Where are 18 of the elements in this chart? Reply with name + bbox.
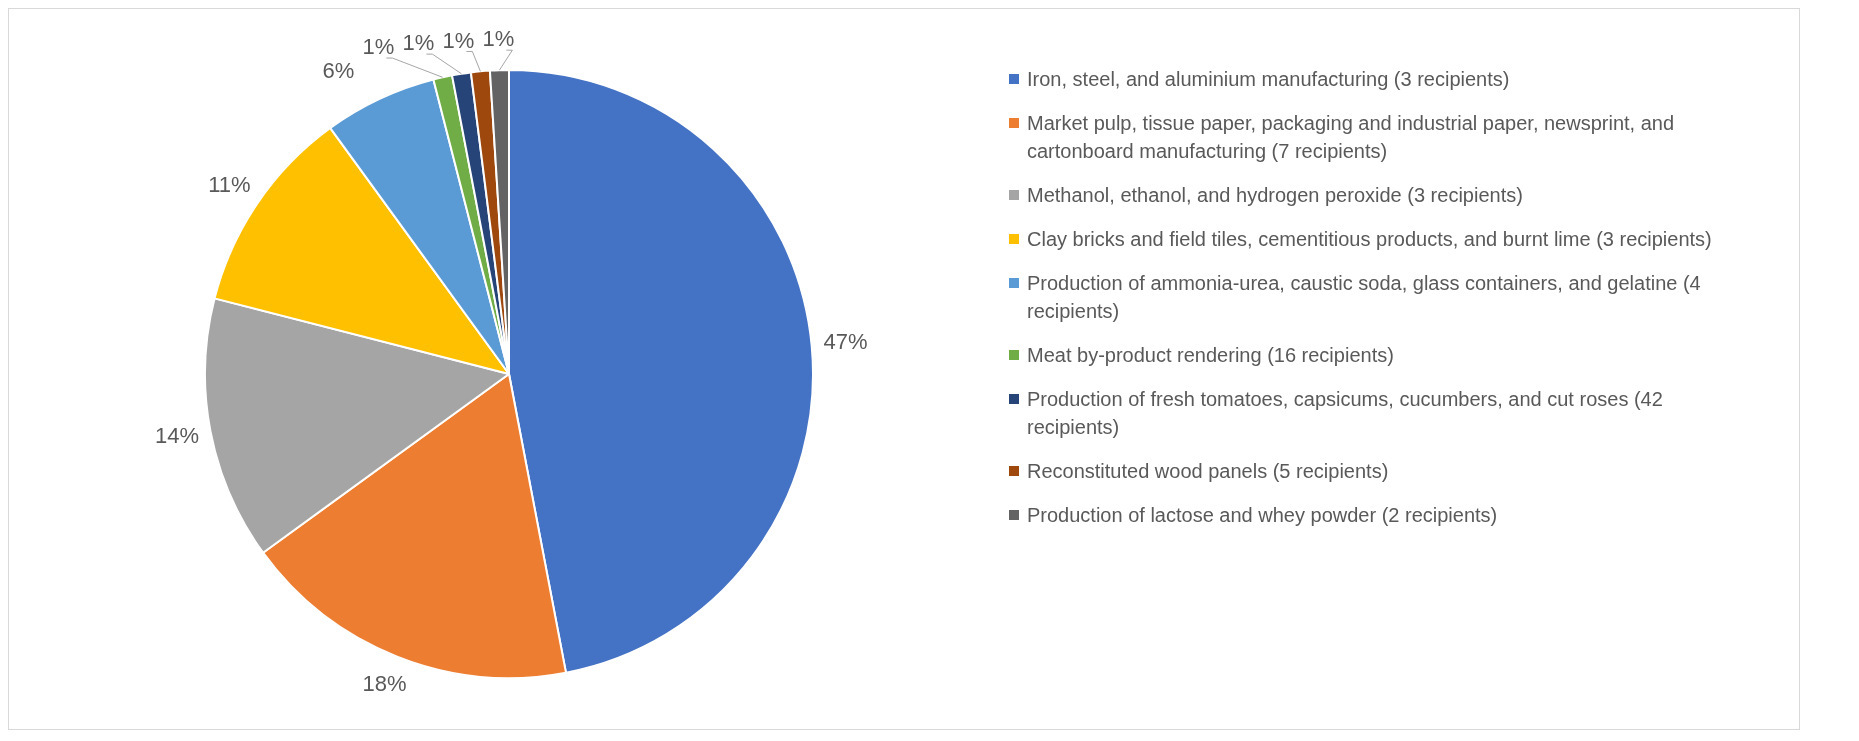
legend-label: Meat by-product rendering (16 recipients) [1027,343,1394,368]
legend-label: Market pulp, tissue paper, packaging and industrial paper, newsprint, and cartonboard manufacturing (7 recipients) [1027,111,1676,164]
legend-label: Iron, steel, and aluminium manufacturing (3 recipients) [1027,67,1510,92]
legend-label: Reconstituted wood panels (5 recipients) [1027,459,1389,484]
data-label: 11% [208,172,251,198]
legend-label: Methanol, ethanol, and hydrogen peroxide (3 recipients) [1027,183,1523,208]
legend-label: Production of lactose and whey powder (2 recipients) [1027,503,1498,528]
legend-label: Production of ammonia-urea, caustic soda, glass containers, and gelatine (4 recipients) [1027,271,1702,324]
data-label: 14% [154,422,200,448]
data-label: 6% [322,57,355,83]
data-label: 1% [442,27,475,53]
data-label: 18% [362,670,407,696]
data-label: 1% [402,30,435,56]
legend-label: Production of fresh tomatoes, capsicums, cucumbers, and cut roses (42 recipients) [1027,387,1664,440]
legend-label: Clay bricks and field tiles, cementitious products, and burnt lime (3 recipients) [1027,227,1712,252]
data-label: 1% [482,26,515,52]
data-label: 47% [823,328,868,354]
data-label: 1% [362,34,395,60]
